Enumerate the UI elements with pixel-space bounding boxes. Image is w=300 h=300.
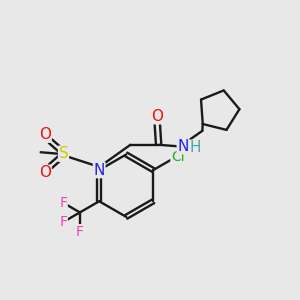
Text: O: O — [39, 165, 51, 180]
Text: S: S — [59, 146, 68, 161]
Text: O: O — [39, 127, 51, 142]
Text: Cl: Cl — [171, 150, 184, 164]
Text: F: F — [76, 225, 84, 239]
Text: O: O — [151, 109, 163, 124]
Text: H: H — [190, 140, 201, 155]
Text: N: N — [177, 139, 189, 154]
Text: F: F — [59, 196, 67, 210]
Text: N: N — [94, 163, 105, 178]
Text: F: F — [59, 215, 67, 229]
